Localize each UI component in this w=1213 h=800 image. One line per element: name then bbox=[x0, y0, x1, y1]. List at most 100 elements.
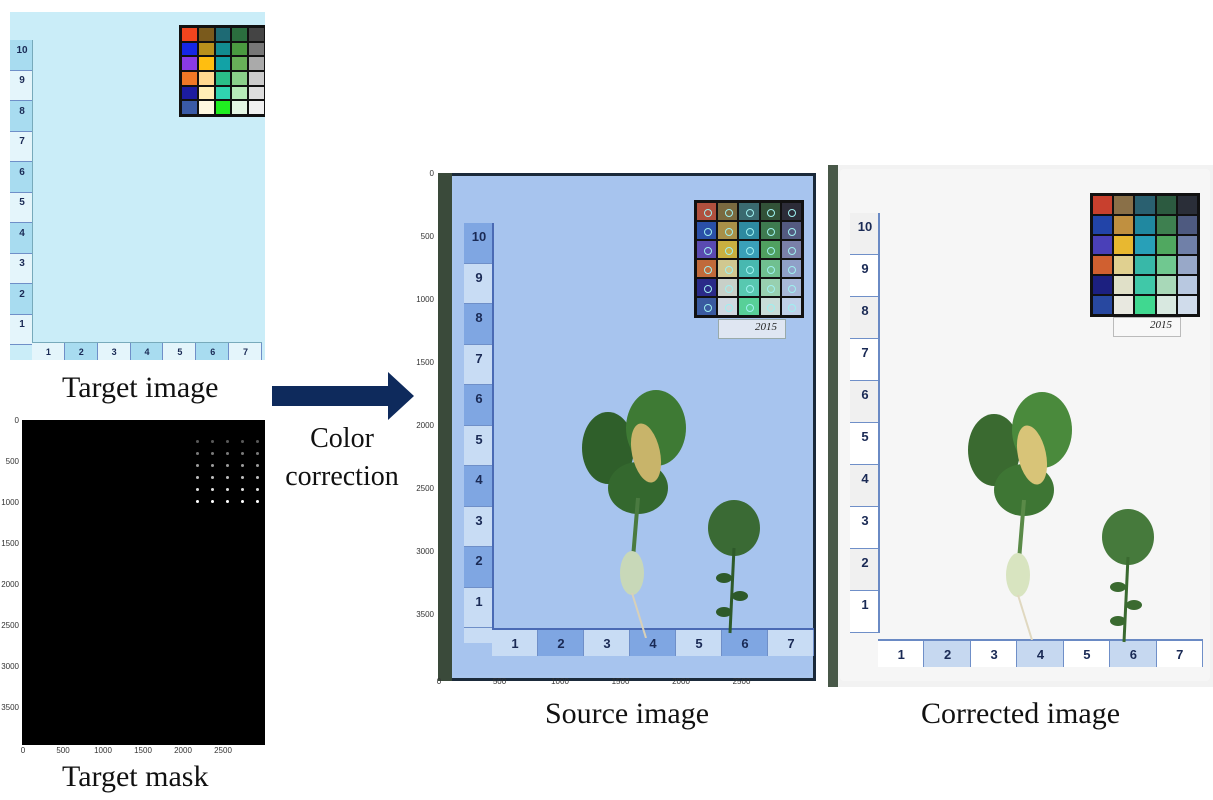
ruler-number: 8 bbox=[475, 310, 483, 326]
mask-sample-dot bbox=[256, 488, 259, 491]
ruler-segment: 6 bbox=[196, 343, 230, 360]
ruler-number: 5 bbox=[177, 346, 183, 357]
ruler-number: 1 bbox=[511, 635, 519, 651]
ruler-number: 1 bbox=[861, 597, 869, 613]
checker-patch bbox=[1135, 256, 1155, 274]
ruler-segment: 5 bbox=[10, 193, 32, 223]
checker-patch bbox=[739, 222, 759, 239]
mask-sample-dot bbox=[226, 500, 229, 503]
patch-sample-ring bbox=[788, 284, 797, 293]
ruler-segment: 4 bbox=[1017, 641, 1064, 667]
y-tick-label: 3500 bbox=[416, 610, 434, 619]
checker-patch bbox=[182, 101, 197, 114]
mask-sample-dot bbox=[196, 488, 199, 491]
patch-sample-ring bbox=[788, 246, 797, 255]
checker-patch bbox=[182, 28, 197, 41]
ruler-segment: 4 bbox=[850, 465, 878, 507]
source-color-checker bbox=[694, 200, 804, 318]
y-tick-label: 2500 bbox=[416, 484, 434, 493]
checker-patch bbox=[1093, 256, 1113, 274]
checker-patch bbox=[781, 260, 801, 277]
checker-patch bbox=[232, 86, 248, 100]
checker-patch bbox=[1093, 196, 1113, 214]
checker-patch bbox=[1093, 276, 1113, 294]
ruler-number: 7 bbox=[243, 346, 249, 357]
checker-patch bbox=[1156, 216, 1176, 234]
corrected-image: 10 9 8 7 6 5 4 3 2 1 1 2 3 4 5 6 7 2015 bbox=[828, 165, 1213, 687]
ruler-number: 6 bbox=[475, 391, 483, 407]
checker-patch bbox=[1093, 216, 1113, 234]
ruler-segment: 7 bbox=[464, 345, 492, 385]
checker-patch bbox=[1135, 296, 1155, 314]
ruler-segment: 6 bbox=[10, 162, 32, 193]
checker-patch bbox=[215, 72, 231, 85]
checker-patch bbox=[1114, 236, 1134, 254]
ruler-number: 8 bbox=[861, 303, 869, 319]
x-tick-label: 0 bbox=[20, 746, 26, 755]
ruler-number: 6 bbox=[861, 387, 869, 403]
ruler-number: 9 bbox=[19, 75, 25, 87]
checker-patch bbox=[1135, 196, 1155, 214]
mask-sample-dot bbox=[226, 440, 229, 443]
ruler-number: 4 bbox=[1036, 646, 1045, 662]
patch-sample-ring bbox=[745, 303, 754, 312]
patch-sample-ring bbox=[745, 227, 754, 236]
corrected-horizontal-ruler: 1 2 3 4 5 6 7 bbox=[878, 639, 1203, 667]
patch-sample-ring bbox=[724, 246, 733, 255]
x-tick-label: 1500 bbox=[134, 746, 152, 755]
x-tick-label: 2000 bbox=[672, 677, 690, 686]
ruler-segment: 8 bbox=[10, 101, 32, 132]
ruler-segment: 3 bbox=[850, 507, 878, 549]
ruler-segment: 10 bbox=[850, 213, 878, 255]
mask-sample-dot bbox=[256, 452, 259, 455]
checker-patch bbox=[739, 298, 759, 315]
ruler-number: 1 bbox=[897, 646, 905, 662]
source-image: 10 9 8 7 6 5 4 3 2 1 1 2 3 4 5 6 7 2015 bbox=[438, 173, 816, 681]
ruler-segment: 3 bbox=[584, 630, 630, 656]
mask-sample-dot bbox=[211, 440, 214, 443]
ruler-number: 10 bbox=[16, 44, 28, 56]
checker-patch bbox=[718, 203, 738, 220]
ruler-number: 4 bbox=[649, 635, 657, 651]
corrected-plant-large bbox=[968, 392, 1072, 640]
checker-patch bbox=[198, 28, 214, 41]
mask-sample-dot bbox=[241, 488, 244, 491]
ruler-segment: 8 bbox=[464, 304, 492, 345]
patch-sample-ring bbox=[788, 265, 797, 274]
ruler-number: 2 bbox=[475, 553, 483, 569]
checker-patch bbox=[232, 42, 248, 56]
y-tick-label: 1000 bbox=[416, 295, 434, 304]
x-tick-label: 0 bbox=[436, 677, 442, 686]
y-tick-label: 1500 bbox=[416, 358, 434, 367]
corrected-plant-small bbox=[1102, 509, 1154, 643]
y-tick-label: 3000 bbox=[416, 547, 434, 556]
ruler-segment: 7 bbox=[10, 132, 32, 162]
target-image-panel: 10 9 8 7 6 5 4 3 2 1 1 2 3 4 5 6 7 bbox=[10, 12, 265, 360]
checker-patch bbox=[760, 298, 780, 315]
checker-patch bbox=[1177, 236, 1197, 254]
checker-patch bbox=[215, 28, 231, 41]
ruler-segment: 7 bbox=[850, 339, 878, 381]
ruler-number: 6 bbox=[1129, 646, 1137, 662]
ruler-number: 3 bbox=[990, 646, 998, 662]
mask-sample-dot bbox=[241, 464, 244, 467]
ruler-number: 2 bbox=[557, 635, 565, 651]
ruler-number: 7 bbox=[475, 350, 483, 366]
checker-patch bbox=[1156, 276, 1176, 294]
source-dark-edge bbox=[438, 173, 452, 681]
x-tick-label: 1000 bbox=[551, 677, 569, 686]
checker-patch bbox=[781, 298, 801, 315]
checker-patch bbox=[781, 241, 801, 258]
ruler-number: 10 bbox=[857, 219, 873, 235]
source-image-plot: 10 9 8 7 6 5 4 3 2 1 1 2 3 4 5 6 7 2015 0 500 1000 1500 200… bbox=[400, 165, 820, 695]
y-tick-label: 500 bbox=[5, 457, 19, 466]
checker-patch bbox=[182, 57, 197, 70]
checker-patch bbox=[760, 260, 780, 277]
checker-patch bbox=[1156, 256, 1176, 274]
y-tick-label: 500 bbox=[420, 232, 434, 241]
checker-patch bbox=[739, 279, 759, 296]
checker-patch bbox=[249, 86, 264, 100]
ruler-segment: 7 bbox=[1157, 641, 1203, 667]
ruler-segment: 9 bbox=[10, 71, 32, 101]
checker-patch bbox=[198, 72, 214, 85]
